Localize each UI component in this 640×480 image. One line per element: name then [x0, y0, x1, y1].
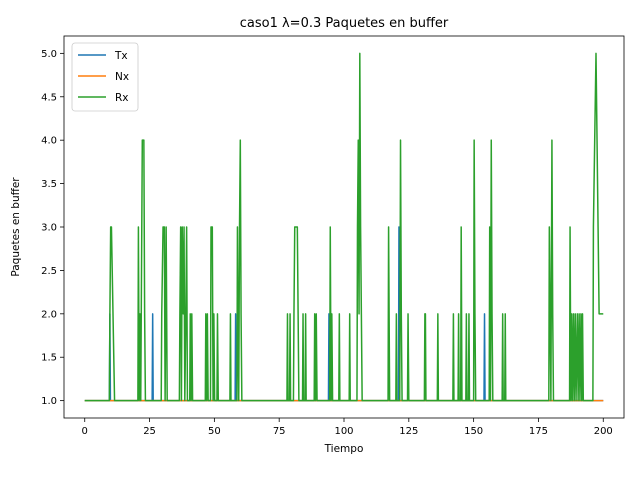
y-tick-label: 1.5 — [41, 353, 57, 364]
x-tick-label: 100 — [334, 426, 353, 437]
y-tick-label: 2.0 — [41, 309, 57, 320]
series-line-rx — [84, 52, 604, 402]
y-tick-label: 4.5 — [41, 92, 57, 103]
legend-box — [71, 42, 139, 112]
y-tick-label: 5.0 — [41, 49, 57, 60]
legend-label-nx: Nx — [115, 71, 129, 83]
y-axis-label: Paquetes en buffer — [10, 177, 22, 277]
x-tick-label: 0 — [82, 426, 88, 437]
legend-label-rx: Rx — [115, 92, 129, 104]
x-tick-label: 150 — [464, 426, 483, 437]
y-tick-label: 4.0 — [41, 136, 57, 147]
plot-frame — [63, 35, 625, 419]
x-tick-label: 75 — [273, 426, 286, 437]
x-tick-label: 125 — [399, 426, 418, 437]
y-tick-label: 3.5 — [41, 179, 57, 190]
legend-label-tx: Tx — [114, 50, 128, 62]
chart-title: caso1 λ=0.3 Paquetes en buffer — [240, 16, 449, 31]
x-axis-label: Tiempo — [324, 443, 364, 455]
y-tick-label: 3.0 — [41, 223, 57, 234]
x-tick-label: 50 — [208, 426, 221, 437]
x-tick-label: 200 — [594, 426, 613, 437]
x-tick-label: 25 — [143, 426, 156, 437]
y-tick-label: 2.5 — [41, 266, 57, 277]
x-tick-label: 175 — [529, 426, 548, 437]
y-tick-label: 1.0 — [41, 396, 57, 407]
